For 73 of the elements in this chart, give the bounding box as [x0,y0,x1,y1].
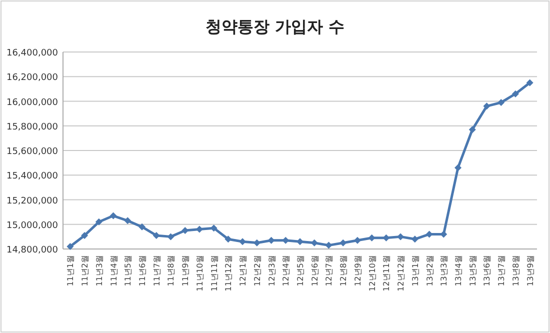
point [138,223,146,230]
x-tick-label: 12년1월 [238,255,248,286]
x-tick-label: 11년6월 [138,255,147,286]
point [124,217,132,224]
y-tick-label: 15,400,000 [6,172,58,182]
x-tick-label: 12년2월 [252,255,262,286]
x-tick-label: 12년3월 [267,255,276,286]
point [167,233,174,240]
x-tick-label: 12년7월 [324,255,334,286]
x-tick-label: 11년4월 [109,255,118,286]
point [296,238,304,246]
x-tick-label: 11년10월 [195,255,204,292]
y-tick-label: 14,800,000 [6,246,58,256]
point [483,102,490,110]
x-tick-label: 12년8월 [339,255,348,286]
point [526,79,534,86]
y-tick-label: 16,400,000 [6,48,58,58]
point [454,164,462,172]
x-tick-label: 11년8월 [166,255,176,286]
x-tick-label: 12년9월 [353,255,362,286]
x-tick-label: 12년10월 [368,255,377,292]
x-tick-label: 13년6월 [482,255,492,286]
point [368,234,376,242]
x-tick-label: 12년11월 [382,255,392,292]
x-tick-label: 13년2월 [425,255,434,286]
point [66,243,74,250]
chart-title: 청약통장 가입자 수 [205,17,345,36]
point [325,242,332,249]
y-tick-label: 15,200,000 [6,196,58,206]
x-tick-label: 11년11월 [210,255,219,292]
point [310,239,318,246]
point [411,236,418,243]
point [468,126,476,134]
x-tick-label: 13년9월 [526,255,535,286]
x-tick-label: 13년7월 [497,255,506,286]
point [397,233,404,240]
point [110,212,117,220]
x-tick-label: 11년1월 [66,255,76,286]
point [382,234,390,242]
point [196,226,203,233]
x-tick-label: 12년6월 [310,255,320,286]
point [340,239,347,246]
point [354,236,361,244]
x-tick-label: 12년4월 [282,255,291,286]
y-tick-label: 16,200,000 [6,73,58,84]
x-tick-label: 13년3월 [440,255,449,286]
x-tick-label: 13년4월 [454,255,463,286]
y-tick-label: 15,600,000 [6,147,58,157]
x-tick-label: 11년7월 [152,255,162,286]
point [81,232,88,239]
x-tick-label: 11년12월 [224,255,234,292]
x-tick-label: 13년1월 [410,255,420,286]
point [210,224,218,232]
y-tick-label: 16,000,000 [6,98,58,108]
y-tick-label: 15,800,000 [6,122,58,132]
point [268,236,275,244]
point [498,98,505,106]
x-tick-label: 12년12월 [396,255,406,292]
x-tick-label: 11년5월 [124,255,133,286]
x-tick-label: 11년3월 [94,255,104,286]
x-tick-label: 13년8월 [511,255,520,286]
point [512,90,519,98]
x-tick-label: 11년9월 [181,255,190,286]
x-tick-label: 13년5월 [468,255,478,286]
y-tick-label: 15,000,000 [6,220,58,231]
point [282,236,290,244]
point [152,232,160,239]
point [224,236,232,243]
x-tick-label: 11년2월 [80,255,90,286]
point [253,239,260,246]
point [95,218,102,226]
point [239,238,246,246]
x-tick-label: 12년5월 [296,255,305,286]
